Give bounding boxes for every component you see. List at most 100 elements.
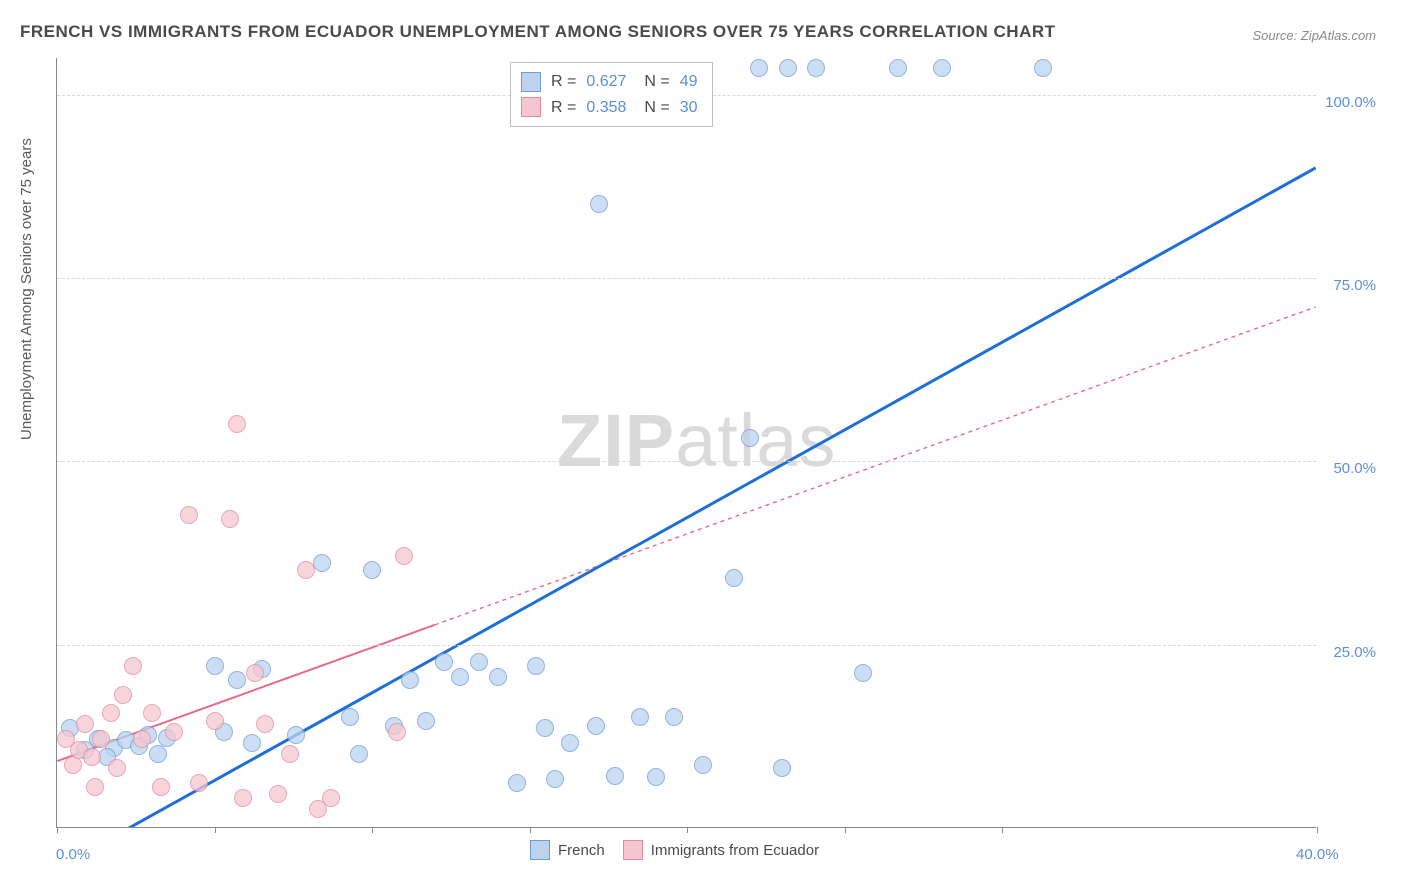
x-tick <box>1002 827 1003 833</box>
data-point-french <box>773 759 791 777</box>
data-point-ecuador <box>108 759 126 777</box>
data-point-french <box>508 774 526 792</box>
chart-title: FRENCH VS IMMIGRANTS FROM ECUADOR UNEMPL… <box>20 22 1056 42</box>
data-point-ecuador <box>234 789 252 807</box>
data-point-ecuador <box>83 748 101 766</box>
data-point-ecuador <box>133 730 151 748</box>
r-value-french: 0.627 <box>586 69 626 95</box>
gridline <box>57 645 1316 646</box>
y-axis-label: Unemployment Among Seniors over 75 years <box>18 138 35 440</box>
data-point-french <box>451 668 469 686</box>
x-tick-label: 0.0% <box>56 846 90 863</box>
legend-label-ecuador: Immigrants from Ecuador <box>651 842 819 859</box>
data-point-french <box>725 569 743 587</box>
gridline <box>57 278 1316 279</box>
n-label: N = <box>644 95 669 121</box>
data-point-ecuador <box>143 704 161 722</box>
x-tick <box>845 827 846 833</box>
data-point-french <box>807 59 825 77</box>
data-point-french <box>750 59 768 77</box>
data-point-french <box>741 429 759 447</box>
data-point-ecuador <box>124 657 142 675</box>
data-point-ecuador <box>256 715 274 733</box>
y-tick-label: 50.0% <box>1333 460 1376 477</box>
data-point-french <box>206 657 224 675</box>
x-tick <box>1317 827 1318 833</box>
data-point-french <box>228 671 246 689</box>
y-tick-label: 25.0% <box>1333 644 1376 661</box>
data-point-ecuador <box>388 723 406 741</box>
data-point-ecuador <box>86 778 104 796</box>
data-point-ecuador <box>190 774 208 792</box>
data-point-french <box>587 717 605 735</box>
x-tick <box>530 827 531 833</box>
r-label: R = <box>551 95 576 121</box>
data-point-french <box>470 653 488 671</box>
data-point-ecuador <box>221 510 239 528</box>
data-point-french <box>417 712 435 730</box>
data-point-french <box>606 767 624 785</box>
legend-item-french: French <box>530 840 605 860</box>
x-tick <box>687 827 688 833</box>
n-value-french: 49 <box>680 69 698 95</box>
data-point-ecuador <box>246 664 264 682</box>
data-point-ecuador <box>102 704 120 722</box>
watermark-zip: ZIP <box>557 399 675 482</box>
data-point-french <box>665 708 683 726</box>
data-point-french <box>631 708 649 726</box>
data-point-ecuador <box>152 778 170 796</box>
legend-row-french: R = 0.627 N = 49 <box>521 69 698 95</box>
data-point-french <box>779 59 797 77</box>
data-point-french <box>313 554 331 572</box>
data-point-french <box>401 671 419 689</box>
data-point-french <box>341 708 359 726</box>
n-label: N = <box>644 69 669 95</box>
data-point-french <box>489 668 507 686</box>
data-point-french <box>350 745 368 763</box>
gridline <box>57 461 1316 462</box>
data-point-french <box>363 561 381 579</box>
legend-swatch-ecuador <box>623 840 643 860</box>
data-point-ecuador <box>206 712 224 730</box>
legend-item-ecuador: Immigrants from Ecuador <box>623 840 819 860</box>
source-attribution: Source: ZipAtlas.com <box>1252 28 1376 43</box>
data-point-ecuador <box>269 785 287 803</box>
data-point-french <box>561 734 579 752</box>
data-point-ecuador <box>165 723 183 741</box>
data-point-french <box>854 664 872 682</box>
data-point-ecuador <box>92 730 110 748</box>
data-point-ecuador <box>114 686 132 704</box>
data-point-french <box>536 719 554 737</box>
x-tick <box>215 827 216 833</box>
data-point-ecuador <box>281 745 299 763</box>
data-point-ecuador <box>76 715 94 733</box>
chart-plot-area: ZIPatlas <box>56 58 1316 828</box>
data-point-ecuador <box>228 415 246 433</box>
data-point-french <box>287 726 305 744</box>
data-point-french <box>546 770 564 788</box>
data-point-french <box>243 734 261 752</box>
x-tick <box>57 827 58 833</box>
y-tick-label: 75.0% <box>1333 277 1376 294</box>
legend-swatch-ecuador <box>521 97 541 117</box>
data-point-french <box>435 653 453 671</box>
data-point-ecuador <box>297 561 315 579</box>
data-point-french <box>889 59 907 77</box>
x-tick-label: 40.0% <box>1296 846 1339 863</box>
series-legend: French Immigrants from Ecuador <box>530 840 819 860</box>
watermark: ZIPatlas <box>557 398 836 483</box>
y-tick-label: 100.0% <box>1325 94 1376 111</box>
data-point-french <box>527 657 545 675</box>
data-point-ecuador <box>322 789 340 807</box>
legend-label-french: French <box>558 842 605 859</box>
x-tick <box>372 827 373 833</box>
legend-swatch-french <box>530 840 550 860</box>
n-value-ecuador: 30 <box>680 95 698 121</box>
trend-lines-layer <box>57 58 1316 827</box>
data-point-ecuador <box>395 547 413 565</box>
data-point-ecuador <box>180 506 198 524</box>
data-point-french <box>590 195 608 213</box>
legend-row-ecuador: R = 0.358 N = 30 <box>521 95 698 121</box>
data-point-french <box>694 756 712 774</box>
data-point-french <box>933 59 951 77</box>
